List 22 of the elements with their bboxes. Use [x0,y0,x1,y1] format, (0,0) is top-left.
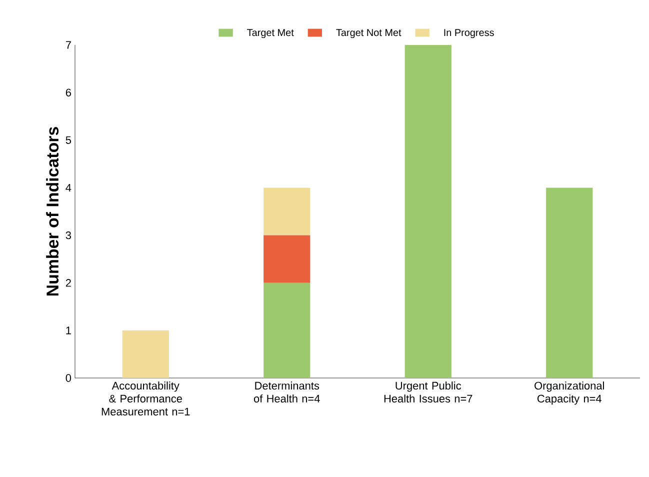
bar [264,282,310,378]
y-tick-label: 4 [66,184,72,192]
x-tick-label: Urgent Public Health Issues n=7 [384,382,472,403]
y-tick-label: 7 [66,41,71,49]
legend-label: Target Met [247,29,294,38]
y-tick-label: 6 [66,88,71,96]
y-axis-title: Number of Indicators [46,127,59,296]
legend-label: Target Not Met [336,29,402,38]
bar [122,330,169,378]
bar [264,235,310,283]
bar [546,188,593,378]
y-tick-label: 2 [66,279,71,287]
x-tick-label: Organizational Capacity n=4 [534,382,604,405]
bar [404,45,452,378]
x-tick-label: Accountability & Performance Measurement n=1 [102,382,190,416]
legend-label: In Progress [444,29,494,38]
x-tick-label: Determinants of Health n=4 [254,382,320,403]
y-tick-label: 5 [66,136,72,144]
y-tick-label: 1 [66,326,71,334]
bar [264,188,310,236]
y-tick-label: 3 [66,231,71,240]
y-tick-label: 0 [66,374,72,382]
